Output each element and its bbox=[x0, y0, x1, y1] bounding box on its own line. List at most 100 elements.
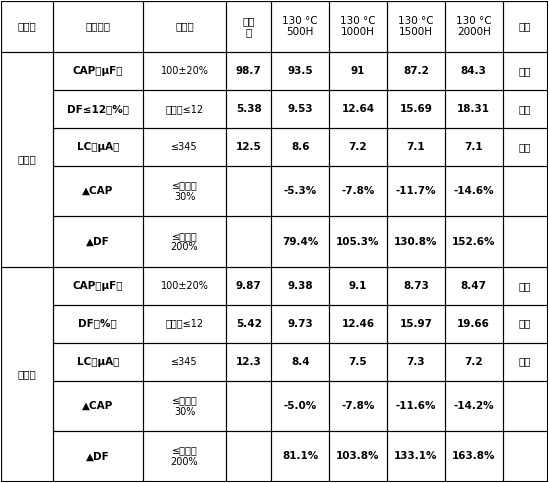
Bar bbox=[143, 431, 226, 482]
Text: 实例四: 实例四 bbox=[18, 369, 36, 379]
Text: ≤初始值
30%: ≤初始值 30% bbox=[172, 180, 198, 202]
Bar bbox=[226, 166, 271, 216]
Bar bbox=[503, 342, 547, 381]
Text: ▲DF: ▲DF bbox=[86, 237, 110, 246]
Bar bbox=[445, 1, 503, 52]
Text: 正常: 正常 bbox=[519, 104, 531, 114]
Bar bbox=[2, 267, 53, 482]
Text: 初始
值: 初始 值 bbox=[243, 16, 255, 38]
Bar bbox=[143, 305, 226, 342]
Text: 规格值: 规格值 bbox=[175, 22, 194, 32]
Bar bbox=[445, 431, 503, 482]
Bar bbox=[503, 128, 547, 166]
Text: 130 °C
2000H: 130 °C 2000H bbox=[456, 16, 491, 38]
Bar bbox=[329, 90, 387, 128]
Bar bbox=[143, 90, 226, 128]
Bar bbox=[329, 52, 387, 90]
Text: 9.73: 9.73 bbox=[287, 319, 313, 328]
Bar bbox=[503, 166, 547, 216]
Bar bbox=[503, 216, 547, 267]
Bar bbox=[445, 166, 503, 216]
Bar bbox=[143, 128, 226, 166]
Text: 163.8%: 163.8% bbox=[452, 451, 495, 461]
Text: 9.53: 9.53 bbox=[287, 104, 313, 114]
Text: ≤规格值
200%: ≤规格值 200% bbox=[171, 231, 198, 252]
Bar bbox=[271, 216, 329, 267]
Text: -14.2%: -14.2% bbox=[453, 401, 494, 411]
Text: 105.3%: 105.3% bbox=[337, 237, 380, 246]
Text: 9.1: 9.1 bbox=[349, 281, 367, 291]
Bar bbox=[387, 216, 445, 267]
Bar bbox=[329, 342, 387, 381]
Text: 初始值≤12: 初始值≤12 bbox=[165, 319, 204, 328]
Bar bbox=[329, 128, 387, 166]
Bar bbox=[143, 52, 226, 90]
Bar bbox=[226, 52, 271, 90]
Text: CAP（μF）: CAP（μF） bbox=[72, 281, 123, 291]
Text: 87.2: 87.2 bbox=[403, 66, 429, 76]
Bar bbox=[503, 90, 547, 128]
Bar bbox=[329, 381, 387, 431]
Bar bbox=[143, 267, 226, 305]
Bar bbox=[53, 128, 143, 166]
Text: 正常: 正常 bbox=[519, 356, 531, 367]
Bar bbox=[503, 431, 547, 482]
Bar bbox=[503, 381, 547, 431]
Text: 正常: 正常 bbox=[519, 281, 531, 291]
Bar bbox=[271, 305, 329, 342]
Bar bbox=[445, 305, 503, 342]
Text: 正常: 正常 bbox=[519, 142, 531, 152]
Bar bbox=[53, 342, 143, 381]
Text: 7.1: 7.1 bbox=[464, 142, 483, 152]
Bar bbox=[329, 1, 387, 52]
Text: 133.1%: 133.1% bbox=[394, 451, 438, 461]
Text: 130 °C
500H: 130 °C 500H bbox=[282, 16, 318, 38]
Bar bbox=[271, 128, 329, 166]
Bar bbox=[53, 166, 143, 216]
Bar bbox=[53, 431, 143, 482]
Text: -11.7%: -11.7% bbox=[396, 186, 436, 196]
Text: 15.69: 15.69 bbox=[400, 104, 432, 114]
Bar bbox=[387, 1, 445, 52]
Bar bbox=[329, 431, 387, 482]
Text: LC（μA）: LC（μA） bbox=[77, 356, 119, 367]
Bar bbox=[445, 128, 503, 166]
Bar bbox=[226, 305, 271, 342]
Text: 18.31: 18.31 bbox=[457, 104, 490, 114]
Bar bbox=[226, 381, 271, 431]
Text: 12.64: 12.64 bbox=[341, 104, 374, 114]
Bar bbox=[387, 90, 445, 128]
Text: DF（%）: DF（%） bbox=[79, 319, 117, 328]
Bar bbox=[53, 216, 143, 267]
Bar bbox=[2, 1, 53, 52]
Bar bbox=[53, 90, 143, 128]
Text: 130 °C
1000H: 130 °C 1000H bbox=[340, 16, 376, 38]
Bar bbox=[2, 52, 53, 267]
Text: ≤初始值
30%: ≤初始值 30% bbox=[172, 395, 198, 416]
Bar bbox=[226, 267, 271, 305]
Text: 12.46: 12.46 bbox=[341, 319, 374, 328]
Text: 外观: 外观 bbox=[519, 22, 531, 32]
Text: 84.3: 84.3 bbox=[461, 66, 486, 76]
Text: ≤345: ≤345 bbox=[171, 142, 198, 152]
Text: 电解液: 电解液 bbox=[18, 22, 36, 32]
Text: 15.97: 15.97 bbox=[399, 319, 433, 328]
Bar bbox=[445, 381, 503, 431]
Bar bbox=[387, 305, 445, 342]
Bar bbox=[271, 1, 329, 52]
Bar bbox=[271, 90, 329, 128]
Text: 8.47: 8.47 bbox=[461, 281, 487, 291]
Text: 5.38: 5.38 bbox=[236, 104, 262, 114]
Text: 19.66: 19.66 bbox=[457, 319, 490, 328]
Bar bbox=[53, 52, 143, 90]
Bar bbox=[387, 128, 445, 166]
Text: 93.5: 93.5 bbox=[287, 66, 313, 76]
Bar bbox=[387, 52, 445, 90]
Bar bbox=[271, 267, 329, 305]
Text: LC（μA）: LC（μA） bbox=[77, 142, 119, 152]
Bar bbox=[53, 267, 143, 305]
Text: 9.87: 9.87 bbox=[236, 281, 262, 291]
Text: 7.5: 7.5 bbox=[349, 356, 367, 367]
Bar bbox=[445, 90, 503, 128]
Text: -14.6%: -14.6% bbox=[453, 186, 494, 196]
